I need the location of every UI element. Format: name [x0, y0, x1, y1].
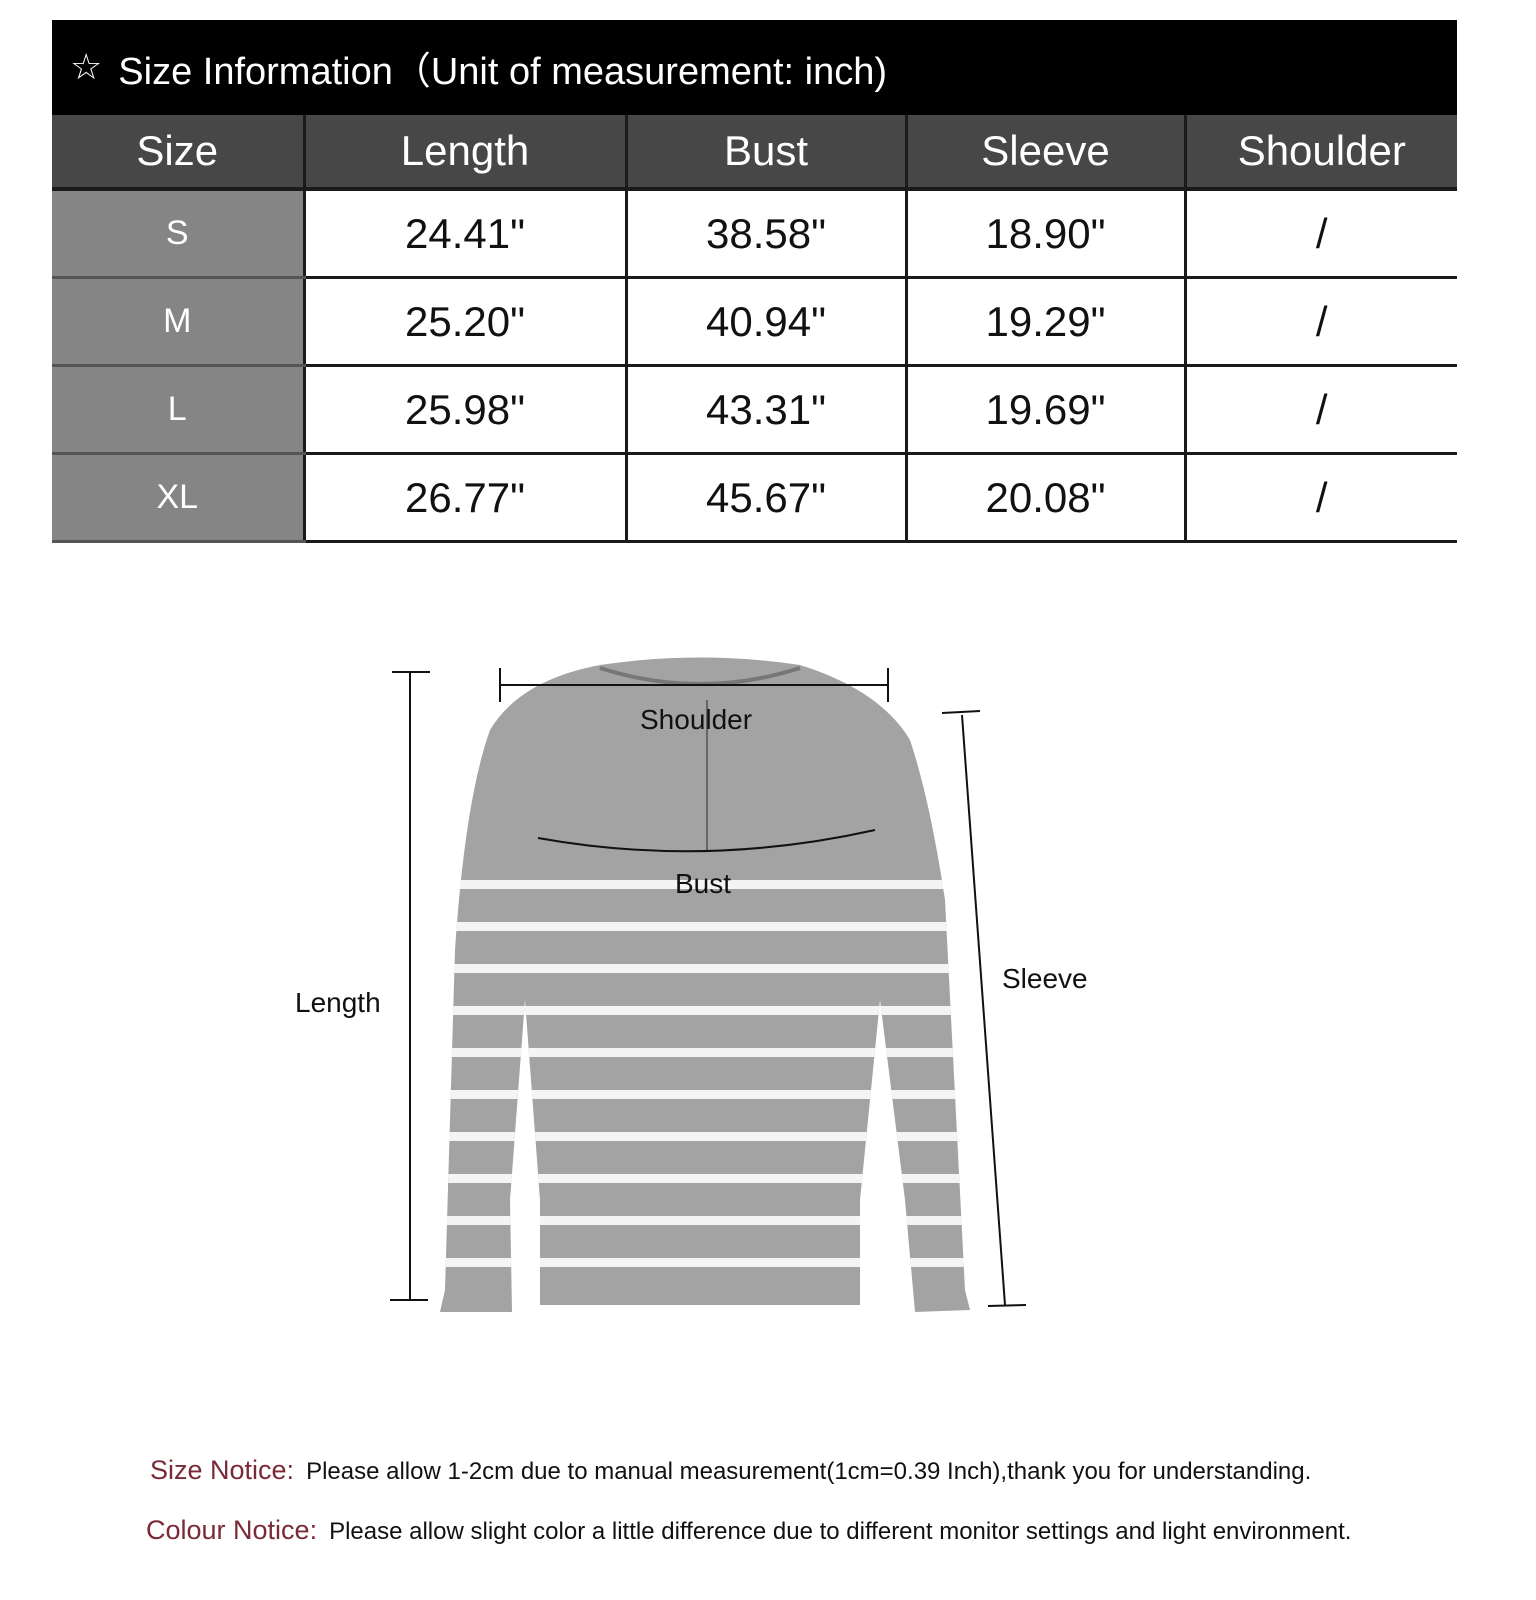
shoulder-label: Shoulder [640, 704, 753, 735]
length-label: Length [295, 987, 381, 1018]
measurement-cell: 43.31" [624, 365, 906, 455]
measurement-cell: 45.67" [624, 453, 906, 543]
size-table: Size Length Bust Sleeve Shoulder S 24.41"… [52, 115, 1457, 543]
column-header: Sleeve [904, 115, 1185, 191]
bust-label: Bust [675, 868, 732, 899]
column-header: Shoulder [1183, 115, 1457, 191]
table-row: L 25.98" 43.31" 19.69" / [52, 365, 1457, 455]
table-row: M 25.20" 40.94" 19.29" / [52, 277, 1457, 367]
sleeve-label: Sleeve [1002, 963, 1088, 994]
stripe [440, 964, 970, 973]
star-outline-icon: ☆ [70, 47, 103, 88]
measurement-cell: 18.90" [904, 189, 1185, 279]
table-header-row: Size Length Bust Sleeve Shoulder [52, 115, 1457, 191]
size-cell: XL [52, 453, 304, 543]
measure-lines [390, 668, 1027, 1307]
measurement-cell: 25.98" [302, 365, 626, 455]
stripe [440, 1132, 970, 1141]
column-header: Length [302, 115, 626, 191]
sweater-image [440, 657, 970, 1312]
stripe [440, 1006, 970, 1015]
measurement-cell: 19.29" [904, 277, 1185, 367]
measurement-cell: / [1183, 277, 1457, 367]
chart-title: ☆ Size Information（Unit of measurement: i… [52, 20, 1457, 115]
measurement-cell: 26.77" [302, 453, 626, 543]
stripe [440, 1090, 970, 1099]
column-header: Size [52, 115, 304, 191]
size-cell: S [52, 189, 304, 279]
sweater-diagram [390, 657, 1027, 1312]
measurement-cell: 38.58" [624, 189, 906, 279]
stripe [440, 922, 970, 931]
measurement-cell: / [1183, 189, 1457, 279]
table-row: S 24.41" 38.58" 18.90" / [52, 189, 1457, 279]
size-notice: Size Notice: Please allow 1-2cm due to ma… [150, 1455, 1312, 1485]
colour-notice: Colour Notice: Please allow slight color … [146, 1515, 1352, 1545]
measurement-cell: 40.94" [624, 277, 906, 367]
size-cell: M [52, 277, 304, 367]
measurement-cell: 19.69" [904, 365, 1185, 455]
stripe [440, 1258, 970, 1267]
measurement-cell: 20.08" [904, 453, 1185, 543]
measurement-cell: / [1183, 453, 1457, 543]
measurement-cell: 25.20" [302, 277, 626, 367]
measurement-cell: 24.41" [302, 189, 626, 279]
stripe [440, 1174, 970, 1183]
measurement-cell: / [1183, 365, 1457, 455]
stripe [440, 1048, 970, 1057]
size-cell: L [52, 365, 304, 455]
column-header: Bust [624, 115, 906, 191]
stripe [440, 1216, 970, 1225]
stripe [440, 880, 970, 889]
table-row: XL 26.77" 45.67" 20.08" / [52, 453, 1457, 543]
